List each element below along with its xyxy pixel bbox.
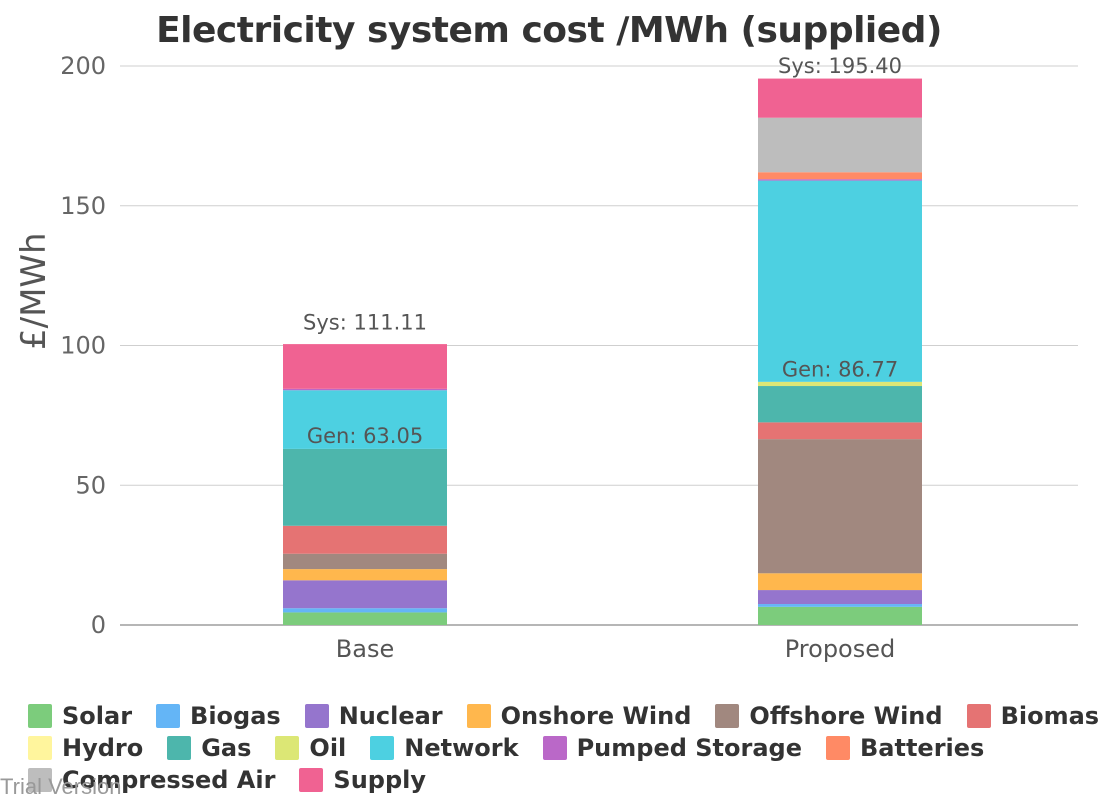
y-tick-label: 0 [91,611,106,639]
legend-label: Biomass [1000,702,1098,730]
bar-segment [758,78,922,118]
watermark: Trial Version [0,774,122,799]
legend-swatch [466,704,491,728]
legend-swatch [715,704,740,728]
legend-swatch [28,736,52,760]
legend-swatch [28,768,52,792]
legend-item[interactable]: Offshore Wind [715,702,943,730]
legend-label: Compressed Air [62,766,276,794]
legend-item[interactable]: Hydro [28,734,143,762]
legend-label: Gas [201,734,252,762]
legend-swatch [966,704,991,728]
bar-segment [758,439,922,574]
data-label: Sys: 195.40 [778,54,902,78]
legend-swatch [28,704,52,728]
legend-swatch [370,736,395,760]
chart-title: Electricity system cost /MWh (supplied) [156,10,942,51]
bar-segment [758,590,922,605]
data-label: Gen: 63.05 [307,424,423,448]
legend-item[interactable]: Nuclear [304,702,443,730]
data-label: Sys: 111.11 [303,311,427,335]
legend-item[interactable]: Solar [28,702,132,730]
legend-row: Hydro Gas Oil Network Pumped Storage Batterie… [28,732,1088,764]
legend-item[interactable]: Network [370,734,519,762]
x-tick-label: Proposed [785,635,896,663]
legend-label: Supply [333,766,427,794]
bar-segment [283,390,447,449]
bar-segment [758,180,922,382]
legend-row: Compressed Air Supply [28,764,1088,796]
legend-item[interactable]: Biomass [966,702,1098,730]
legend-label: Onshore Wind [500,702,692,730]
data-label: Gen: 86.77 [782,357,898,381]
bar-segment [758,573,922,591]
bar-segment [758,172,922,180]
bar-segment [283,608,447,613]
legend-label: Oil [309,734,347,762]
y-tick-label: 100 [60,332,106,360]
legend-swatch [167,736,192,760]
bar-segment [758,179,922,181]
legend-swatch [299,768,324,792]
legend-label: Pumped Storage [576,734,802,762]
plot-area: 0 50 100 150 200 Base Proposed Sys: 111.11 Gen: … [60,52,1078,663]
bar-segment [758,422,922,440]
legend-swatch [156,704,181,728]
bar-segment [283,344,447,389]
bar-segment [283,569,447,581]
legend-label: Nuclear [338,702,443,730]
bar-segment [758,606,922,625]
y-tick-label: 200 [60,52,106,80]
legend-item[interactable]: Compressed Air [28,766,275,794]
bar-segment [283,580,447,609]
legend-item[interactable]: Onshore Wind [466,702,692,730]
legend-row: Solar Biogas Nuclear Onshore Wind Offshore W… [28,700,1098,732]
legend-swatch [304,704,329,728]
bar-segment [283,388,447,391]
bar-segment [758,381,922,387]
legend-item[interactable]: Supply [299,766,426,794]
legend-swatch [275,736,300,760]
bar-segment [283,612,447,625]
x-tick-label: Base [336,635,394,663]
bar-segment [758,386,922,423]
bar-segment [283,525,447,554]
bar-segment [758,604,922,607]
legend-swatch [542,736,567,760]
legend-label: Solar [62,702,133,730]
legend-swatch [826,736,850,760]
legend-item[interactable]: Batteries [826,734,984,762]
legend-item[interactable]: Gas [167,734,251,762]
legend-item[interactable]: Pumped Storage [542,734,802,762]
legend: Solar Biogas Nuclear Onshore Wind Offshore W… [28,700,1098,796]
legend-item[interactable]: Oil [275,734,346,762]
legend-label: Network [404,734,519,762]
y-tick-label: 50 [75,471,106,499]
y-tick-label: 150 [60,192,106,220]
legend-label: Batteries [860,734,985,762]
bar-segment [283,553,447,570]
legend-label: Biogas [190,702,281,730]
bar-segment [758,117,922,173]
legend-label: Hydro [62,734,144,762]
legend-item[interactable]: Biogas [156,702,281,730]
legend-label: Offshore Wind [749,702,943,730]
bar-segment [283,448,447,526]
